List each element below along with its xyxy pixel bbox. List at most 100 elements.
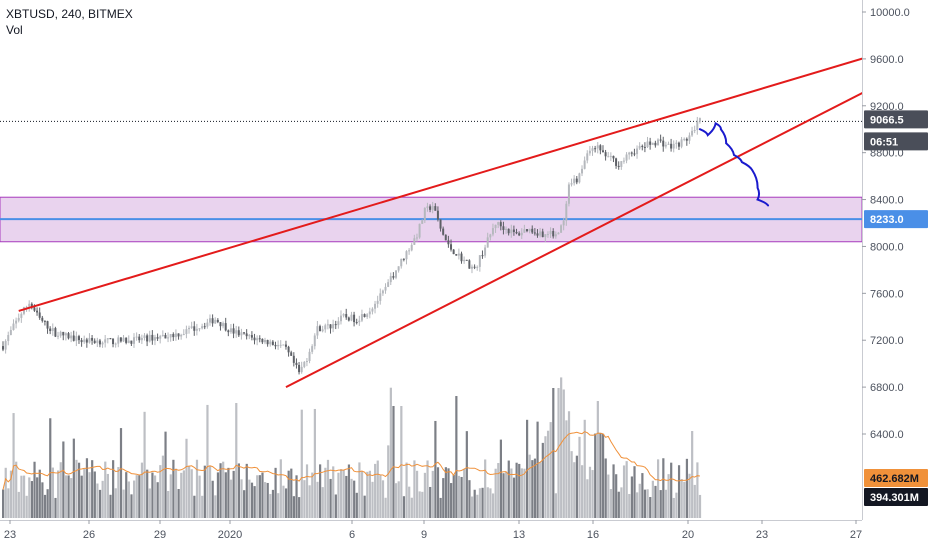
candle-body xyxy=(670,143,673,149)
volume-bar xyxy=(439,497,442,518)
resistance-zone[interactable] xyxy=(0,120,863,243)
volume-bar xyxy=(387,445,390,518)
candle-body xyxy=(342,314,345,316)
volume-bar xyxy=(279,459,282,518)
candle-body xyxy=(219,322,222,327)
candle-body xyxy=(313,335,316,347)
candle-body xyxy=(216,319,219,323)
volume-bar xyxy=(38,469,41,518)
volume-bar xyxy=(636,492,639,518)
volume-bar xyxy=(615,474,618,518)
volume-bar xyxy=(552,388,555,518)
candle-body xyxy=(161,334,164,337)
volume-bar xyxy=(77,462,81,518)
candle-body xyxy=(75,336,78,341)
candle-body xyxy=(41,317,44,321)
trendline-lower[interactable] xyxy=(285,62,921,389)
volume-bar xyxy=(83,468,86,518)
candle-body xyxy=(319,326,322,332)
candle-body xyxy=(374,303,377,309)
volume-bar xyxy=(240,479,243,518)
candle-body xyxy=(224,323,227,331)
volume-indicator-label[interactable]: Vol xyxy=(6,23,23,37)
volume-bar xyxy=(491,493,495,518)
volume-bar xyxy=(337,472,340,518)
candle-body xyxy=(261,338,264,343)
volume-bar xyxy=(366,471,369,518)
volume-bar xyxy=(489,488,492,518)
time-tick-label: 9 xyxy=(421,529,427,541)
candle-body xyxy=(685,138,688,141)
volume-bar xyxy=(261,472,264,518)
volume-bar xyxy=(250,482,254,518)
candle-body xyxy=(541,231,544,238)
candle-body xyxy=(93,340,96,344)
candle-body xyxy=(274,344,277,347)
volume-bar xyxy=(643,489,647,518)
volume-bar xyxy=(195,459,199,518)
volume-bar xyxy=(670,462,673,518)
hand-drawn-projection[interactable] xyxy=(698,121,770,207)
volume-bar xyxy=(229,479,233,518)
volume-bar xyxy=(379,475,382,518)
volume-bar xyxy=(583,419,586,518)
trendline-upper[interactable] xyxy=(18,40,921,312)
volume-bar xyxy=(222,461,225,518)
candle-body xyxy=(188,327,191,330)
candle-body xyxy=(148,334,151,342)
volume-bar xyxy=(565,420,568,518)
price-tick-label: 10000.0 xyxy=(870,7,910,19)
candle-body xyxy=(484,247,487,256)
candle-body xyxy=(198,328,201,330)
symbol-title[interactable]: XBTUSD, 240, BITMEX xyxy=(6,7,133,21)
volume-bar xyxy=(486,487,489,518)
candle-body xyxy=(180,334,183,337)
volume-bar xyxy=(57,470,60,518)
volume-bar xyxy=(305,464,309,518)
candle-body xyxy=(667,143,670,145)
volume-bar xyxy=(355,492,358,518)
volume-bar xyxy=(662,458,665,518)
volume-bar xyxy=(339,469,343,518)
candle-body xyxy=(227,330,230,333)
volume-bar xyxy=(198,475,201,518)
candle-body xyxy=(22,307,25,314)
volume-bar xyxy=(677,465,681,518)
candle-body xyxy=(119,337,122,342)
volume-bar xyxy=(156,482,159,518)
candle-body xyxy=(156,337,159,339)
volume-ma-badge-bg xyxy=(864,469,928,487)
candle-body xyxy=(408,250,411,252)
volume-bar xyxy=(303,480,306,518)
volume-bar xyxy=(554,493,558,518)
time-axis[interactable]: 23 26 29 2020 6 9 13 16 20 23 27 xyxy=(0,520,862,541)
candle-body xyxy=(481,255,484,257)
volume-bar xyxy=(70,478,73,518)
candle-body xyxy=(347,317,350,321)
candle-body xyxy=(290,352,293,356)
candle-body xyxy=(693,129,696,131)
volume-bar xyxy=(117,467,120,518)
price-axis[interactable]: 10000.0 9600.0 9200.0 8800.0 8400.0 8000.0 760… xyxy=(862,0,932,550)
candle-body xyxy=(208,318,211,323)
candle-body xyxy=(554,234,557,237)
candle-body xyxy=(384,286,387,291)
volume-bar xyxy=(67,475,70,518)
candle-body xyxy=(510,229,513,234)
volume-bar xyxy=(588,466,592,518)
candle-body xyxy=(423,207,426,221)
volume-bar xyxy=(347,464,351,518)
drawings[interactable] xyxy=(18,40,921,389)
volume-bar xyxy=(243,490,246,518)
candle-body xyxy=(321,329,324,332)
volume-bar xyxy=(688,473,691,518)
price-tick-label: 7200.0 xyxy=(870,335,904,347)
candle-body xyxy=(222,323,225,327)
volume-bar xyxy=(319,464,322,518)
candle-body xyxy=(617,165,620,167)
candle-body xyxy=(573,178,576,184)
candle-body xyxy=(546,234,549,236)
volume-bar xyxy=(91,460,94,518)
